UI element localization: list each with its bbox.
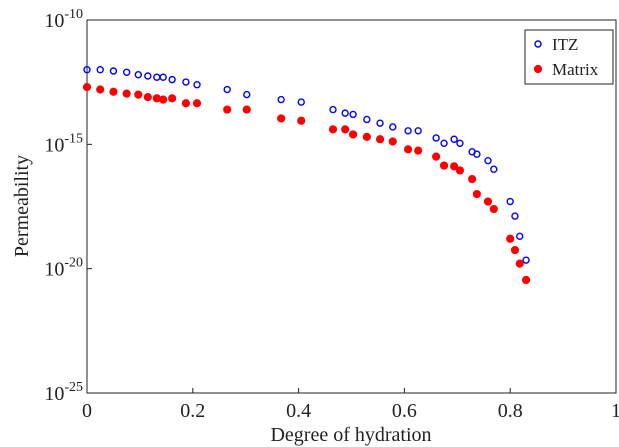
point (455, 166, 465, 175)
point (242, 105, 251, 114)
point (192, 99, 202, 108)
x-tick-label: 0 (82, 400, 92, 422)
y-tick-exponent: -25 (64, 380, 83, 395)
y-tick-base: 10 (44, 134, 64, 156)
point (96, 85, 105, 94)
point (510, 245, 520, 255)
point (168, 94, 177, 103)
point (468, 174, 477, 184)
point (506, 234, 515, 243)
point (389, 123, 397, 131)
point (82, 83, 92, 92)
point (516, 232, 524, 241)
point (122, 89, 131, 98)
legend-marker (533, 64, 543, 74)
point (134, 90, 143, 99)
point (109, 87, 118, 96)
point (144, 72, 152, 80)
point (223, 85, 231, 94)
point (376, 119, 384, 127)
point (414, 146, 423, 155)
point (223, 105, 232, 114)
y-tick-exponent: -15 (64, 131, 83, 146)
y-tick-label: 10-10 (44, 7, 83, 32)
point (349, 110, 357, 119)
legend-label: Matrix (552, 60, 599, 79)
point (440, 139, 448, 148)
point (414, 127, 422, 135)
y-tick-base: 10 (44, 383, 64, 405)
point (341, 125, 350, 134)
point (404, 145, 413, 154)
point (159, 73, 167, 81)
point (83, 66, 91, 74)
point (363, 115, 371, 124)
point (328, 125, 338, 134)
x-tick-label: 0.8 (498, 400, 523, 422)
y-tick-label: 10-25 (44, 380, 83, 405)
y-tick-exponent: -20 (64, 256, 83, 271)
point (375, 135, 385, 144)
x-tick-label: 0.2 (180, 400, 205, 422)
y-tick-exponent: -10 (64, 7, 83, 22)
y-tick-label: 10-20 (44, 256, 83, 281)
point (484, 156, 492, 165)
x-tick-label: 0.6 (392, 400, 417, 422)
point (348, 130, 358, 139)
point (432, 134, 440, 142)
x-axis-label: Degree of hydration (270, 424, 431, 446)
point (489, 204, 498, 214)
point (473, 150, 481, 158)
point (522, 256, 530, 264)
point (182, 78, 190, 86)
point (521, 275, 531, 285)
point (439, 161, 449, 170)
point (490, 165, 498, 173)
point (193, 81, 201, 89)
point (168, 75, 176, 84)
point (472, 189, 481, 199)
point (404, 127, 412, 135)
point (511, 212, 519, 220)
y-axis-label: Permeability (11, 155, 33, 257)
x-tick-label: 0.4 (286, 400, 311, 422)
point (329, 105, 337, 114)
point (109, 67, 118, 75)
point (143, 93, 152, 102)
point (362, 132, 371, 141)
point (450, 162, 459, 171)
y-tick-base: 10 (44, 10, 64, 32)
point (122, 68, 131, 76)
point (388, 137, 397, 146)
point (134, 71, 143, 79)
point (483, 197, 493, 206)
y-tick-label: 10-15 (44, 131, 83, 156)
x-tick-label: 1 (611, 400, 619, 422)
point (506, 197, 514, 206)
point (277, 114, 286, 123)
point (456, 139, 464, 148)
point (297, 98, 305, 106)
point (432, 152, 441, 161)
point (277, 95, 285, 104)
y-tick-base: 10 (44, 259, 64, 281)
legend-box (524, 29, 614, 85)
legend-marker (534, 40, 542, 48)
point (181, 99, 191, 108)
point (159, 95, 168, 104)
point (243, 90, 251, 99)
point (341, 109, 349, 117)
legend-label: ITZ (552, 35, 578, 54)
point (450, 135, 458, 143)
point (515, 259, 524, 268)
point (96, 66, 104, 74)
point (297, 116, 306, 125)
